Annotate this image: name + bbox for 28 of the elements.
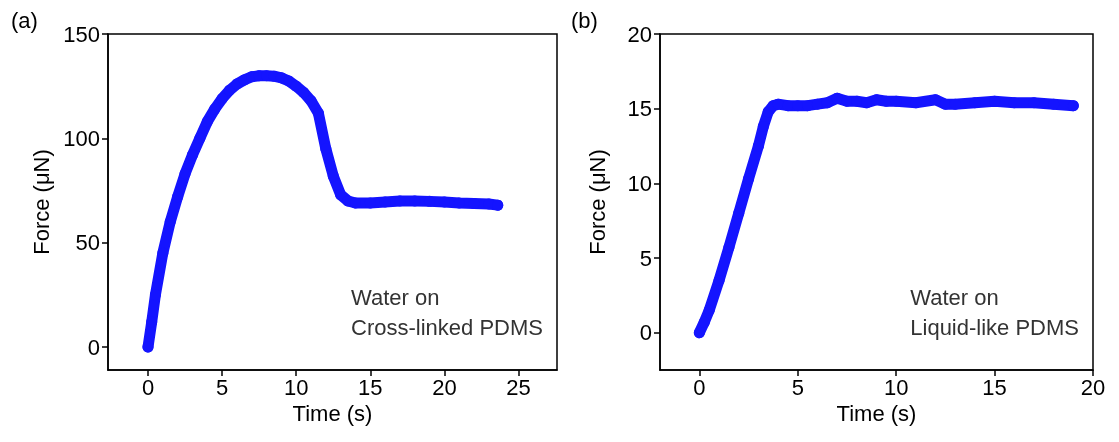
x-tick-label: 5 <box>791 374 804 400</box>
y-tick-label: 0 <box>87 334 100 360</box>
x-tick-label: 10 <box>883 374 909 400</box>
x-tick-label: 20 <box>432 374 457 400</box>
x-axis-title: Time (s) <box>836 401 917 427</box>
y-axis-title: Force (μN) <box>28 149 54 255</box>
x-tick-label: 0 <box>141 374 155 400</box>
x-tick-label: 15 <box>358 374 383 400</box>
x-tick-label: 20 <box>1080 374 1106 400</box>
y-axis-title: Force (μN) <box>584 149 610 255</box>
x-tick-label: 25 <box>506 374 531 400</box>
x-axis-title: Time (s) <box>292 401 373 427</box>
y-tick-label: 150 <box>63 21 100 47</box>
annotation: Water on Cross-linked PDMS <box>351 284 544 340</box>
y-tick-label: 0 <box>639 320 652 346</box>
x-tick-label: 5 <box>215 374 229 400</box>
chart-title: (b) <box>571 7 598 33</box>
y-tick-label: 5 <box>639 245 652 271</box>
chart-title: (a) <box>11 7 38 33</box>
y-tick-label: 10 <box>627 170 652 196</box>
y-tick-label: 50 <box>75 230 100 256</box>
y-tick-label: 15 <box>627 96 652 122</box>
x-tick-label: 0 <box>693 374 706 400</box>
annotation: Water on Liquid-like PDMS <box>910 284 1080 340</box>
x-tick-label: 10 <box>283 374 309 400</box>
y-tick-label: 100 <box>63 125 100 151</box>
y-tick-label: 20 <box>627 21 652 47</box>
x-tick-label: 15 <box>982 374 1007 400</box>
